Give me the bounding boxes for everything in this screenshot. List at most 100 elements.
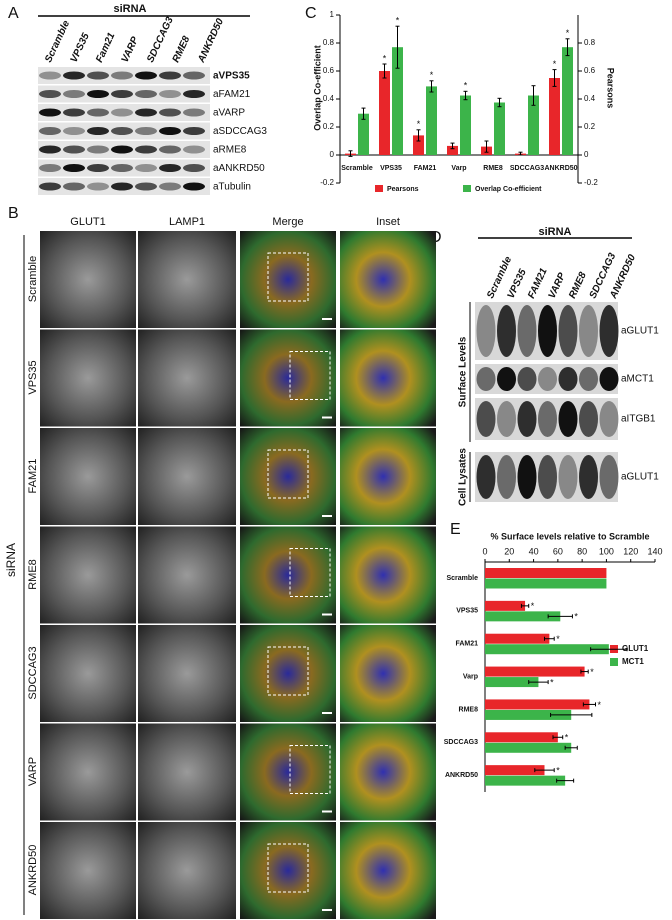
inset-box [289,548,331,597]
bar [485,644,609,655]
micrograph [240,723,336,821]
bar [485,765,545,776]
band [558,367,578,391]
lane-label: ANKRD50 [196,17,227,66]
micrograph [40,723,136,821]
bar [549,78,560,155]
band [135,182,157,191]
band [183,71,205,80]
lane-label: VARP [120,35,142,64]
band [63,127,85,135]
band [111,164,133,172]
column-label: GLUT1 [70,216,105,228]
band [558,401,578,437]
x-tick-label: 40 [529,546,539,556]
bar [485,709,572,720]
significance-marker: * [566,28,570,38]
blot-label: aRME8 [213,145,247,156]
significance-marker: * [556,766,560,776]
bar [562,47,573,156]
legend-label: Overlap Co-efficient [475,186,542,193]
band [39,127,61,135]
band [579,305,598,357]
blot-label: aGLUT1 [621,472,659,483]
band [63,108,85,117]
bar [447,145,458,155]
significance-marker: * [556,634,560,644]
y2-tick-label: 0.8 [584,38,596,47]
legend-swatch [610,658,618,666]
significance-marker: * [531,601,535,611]
band [111,182,133,191]
significance-marker: * [565,733,569,743]
micrograph [240,329,336,427]
column-label: LAMP1 [169,216,205,228]
significance-marker: * [574,612,578,622]
band [183,108,205,117]
band [111,145,133,154]
band [87,108,109,117]
band [159,71,181,80]
band [476,305,496,357]
band [599,305,619,357]
panel-label: C [305,5,317,22]
lane-label: RME8 [171,34,193,64]
bar [485,732,558,743]
bar [460,95,471,155]
band [111,71,133,80]
band [39,71,61,80]
band [538,455,557,499]
band [497,305,516,357]
panel-label: A [8,5,19,22]
y2-tick-label: 0.6 [584,66,596,75]
y-tick-label: VPS35 [456,608,478,615]
x-tick-label: Scramble [341,165,373,172]
band [39,90,61,98]
chart-title: % Surface levels relative to Scramble [490,531,649,541]
lane-label: VARP [547,271,569,300]
micrograph [138,329,236,427]
band [517,305,537,357]
band [39,182,61,191]
band [135,71,157,80]
band [579,455,598,499]
micrograph [340,526,436,624]
micrograph [240,526,336,624]
legend-swatch [375,185,383,192]
band [159,90,181,98]
y-axis-title: Overlap Co-efficient [312,45,322,131]
bar [528,95,539,155]
micrograph [138,723,236,821]
bar [392,47,403,156]
header: siRNA [538,226,571,238]
row-label: VPS35 [27,360,39,394]
band [517,455,537,499]
band [517,401,537,437]
band [599,367,619,391]
bar [494,102,505,155]
band [183,90,205,98]
legend-label: Pearsons [387,186,419,193]
band [538,401,557,437]
micrograph [340,723,436,821]
y-tick-label: 0.2 [323,122,335,131]
legend-label: MCT1 [622,657,644,666]
header: siRNA [113,3,146,15]
y-tick-label: 0.4 [323,94,335,103]
band [159,127,181,135]
band [111,127,133,135]
band [497,401,516,437]
band [599,455,619,499]
band [599,401,619,437]
band [183,164,205,172]
band [87,164,109,172]
micrograph [340,822,436,919]
micrograph [240,231,336,328]
y2-tick-label: -0.2 [584,178,598,187]
x-tick-label: RME8 [483,165,503,172]
inset-box [267,252,309,302]
bar [413,135,424,155]
inset-box [289,745,331,794]
band [39,145,61,154]
